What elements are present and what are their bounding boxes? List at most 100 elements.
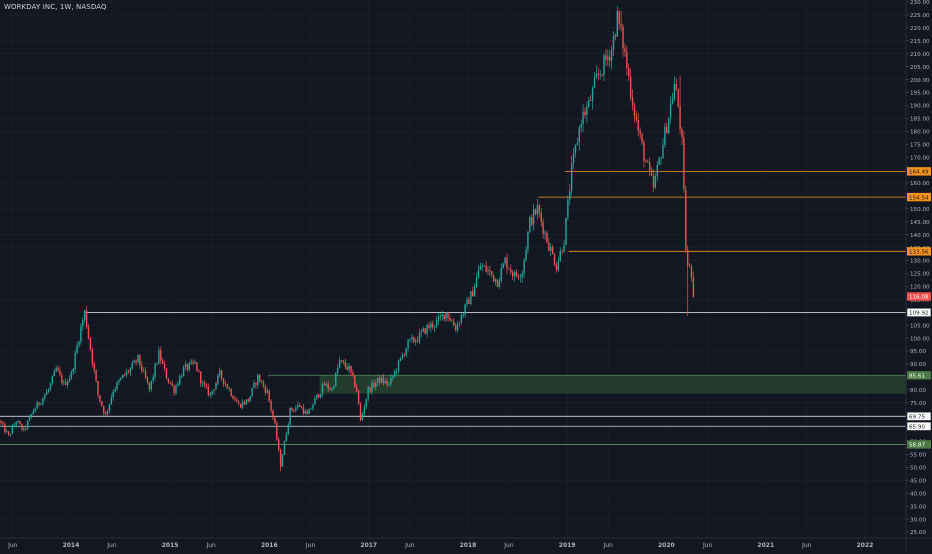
candle-body: [333, 386, 335, 389]
candle: [82, 316, 84, 331]
candle-body: [179, 376, 181, 385]
candle: [196, 362, 198, 372]
candle-body: [361, 413, 364, 421]
candle: [175, 383, 177, 396]
candle: [453, 317, 455, 326]
candle: [544, 229, 546, 240]
candle: [597, 67, 599, 81]
candle-body: [466, 299, 468, 305]
candle-body: [683, 137, 685, 190]
candle-body: [85, 310, 88, 328]
candle: [498, 277, 501, 290]
candle-body: [158, 350, 160, 364]
candle-body: [104, 412, 107, 415]
candle: [97, 380, 99, 399]
candle: [435, 316, 438, 329]
candle: [559, 247, 561, 263]
candle: [133, 359, 135, 364]
candle: [186, 363, 189, 373]
candle: [15, 421, 17, 428]
candle-body: [656, 164, 658, 177]
candle: [434, 326, 436, 333]
time-tick-label: 2014: [63, 542, 80, 549]
time-tick-label: 2021: [757, 542, 774, 549]
candle-body: [243, 401, 246, 405]
candle-body: [397, 360, 400, 372]
price-tick-label: 105.00: [910, 323, 930, 329]
level-price-label-bg: [907, 247, 931, 256]
candle: [161, 358, 164, 365]
candle-body: [272, 410, 274, 418]
candle-body: [616, 10, 619, 37]
candle: [108, 403, 111, 415]
candle: [538, 203, 541, 218]
candle: [239, 403, 242, 409]
candle-body: [605, 55, 607, 60]
candle: [371, 379, 373, 395]
candle-body: [677, 89, 679, 106]
price-tick-label: 100.00: [910, 336, 930, 342]
candle-body: [142, 370, 145, 372]
candle: [679, 75, 681, 135]
candle: [114, 386, 116, 393]
candle-body: [203, 382, 206, 386]
candle-body: [205, 385, 208, 387]
candle-body: [515, 272, 518, 276]
candle-body: [371, 382, 373, 392]
candle: [466, 296, 468, 308]
candle-body: [692, 277, 695, 297]
candle-body: [675, 83, 677, 90]
candle-body: [293, 410, 295, 411]
candle: [160, 346, 162, 365]
candle: [618, 10, 620, 30]
candle: [144, 367, 147, 380]
zone-price-label-bg: [907, 371, 931, 380]
candle-body: [529, 217, 531, 233]
candle: [622, 23, 624, 57]
candle-body: [247, 399, 249, 402]
candle: [173, 384, 175, 396]
candle: [414, 338, 417, 346]
candle: [399, 357, 402, 362]
candle-body: [312, 404, 314, 409]
candle-body: [289, 407, 291, 425]
candle-body: [32, 411, 35, 415]
candle: [607, 49, 609, 67]
candle: [276, 420, 278, 441]
candle: [179, 373, 181, 386]
candle-body: [388, 383, 390, 385]
candle-body: [500, 268, 502, 281]
candle-body: [344, 362, 347, 367]
candle: [631, 89, 634, 111]
price-tick-label: 170.00: [910, 155, 930, 161]
candle: [74, 349, 76, 374]
time-axis[interactable]: Jun 2014 Jun 2015 Jun 2016 Jun 2017 Jun 2018 Jun 20…: [0, 537, 932, 549]
price-axis[interactable]: 25.0030.0035.0040.0045.0050.0055.0060.00…: [905, 0, 930, 550]
candle-body: [49, 383, 52, 390]
candle-body: [643, 142, 645, 161]
candle-body: [631, 97, 634, 106]
candle-body: [456, 323, 459, 331]
candle-body: [667, 117, 670, 134]
price-tick-label: 55.00: [910, 453, 926, 459]
candle: [685, 185, 687, 253]
candle: [553, 252, 556, 267]
candle: [232, 395, 234, 400]
candle: [40, 402, 42, 406]
candle: [578, 125, 580, 151]
candle: [266, 387, 269, 395]
time-tick-label: 2016: [261, 542, 278, 549]
candle-body: [123, 374, 126, 376]
candle-body: [253, 382, 255, 388]
candle: [650, 166, 653, 177]
candle-body: [357, 390, 360, 404]
candle-body: [6, 431, 8, 433]
candle-body: [268, 390, 270, 401]
candle: [325, 382, 327, 387]
candle-body: [483, 265, 485, 267]
candle-body: [601, 74, 603, 76]
candle-body: [546, 232, 548, 243]
candle: [274, 416, 276, 425]
